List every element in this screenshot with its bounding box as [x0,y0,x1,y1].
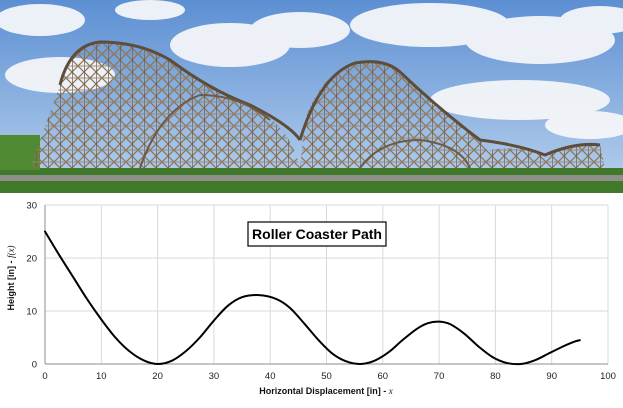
x-tick-label: 0 [42,371,47,382]
x-axis-label: Horizontal Displacement [in] - x [259,386,393,396]
x-tick-labels: 0 10 20 30 40 50 60 70 80 90 100 [42,371,616,382]
x-tick-label: 100 [600,371,616,382]
x-tick-label: 60 [378,371,389,382]
y-tick-label: 20 [26,254,37,265]
series [44,230,581,366]
series-line [44,230,581,366]
x-tick-label: 70 [434,371,445,382]
roller-coaster-chart: 0 10 20 30 40 50 60 70 80 90 100 0 10 20 30 Roller Co… [0,193,623,408]
y-tick-labels: 0 10 20 30 [26,201,37,371]
x-tick-label: 50 [321,371,332,382]
y-axis-label: Height [in] - f(x) [6,246,16,311]
x-tick-label: 10 [96,371,107,382]
y-tick-label: 30 [26,201,37,212]
y-tick-label: 10 [26,307,37,318]
coaster-structure [30,40,605,169]
x-tick-label: 40 [265,371,276,382]
y-tick-label: 0 [32,360,37,371]
x-tick-label: 30 [209,371,220,382]
y-axis-label-var: f(x) [6,246,16,259]
chart-title-box: Roller Coaster Path [247,221,387,247]
x-tick-label: 20 [152,371,163,382]
roller-coaster-photo [0,0,623,193]
x-axis-label-var: x [388,386,393,396]
path [0,175,623,181]
y-axis-label-text: Height [in] - [6,258,16,311]
chart-title: Roller Coaster Path [252,226,382,242]
x-tick-label: 90 [546,371,557,382]
x-axis-label-text: Horizontal Displacement [in] - [259,386,389,396]
x-tick-label: 80 [490,371,501,382]
